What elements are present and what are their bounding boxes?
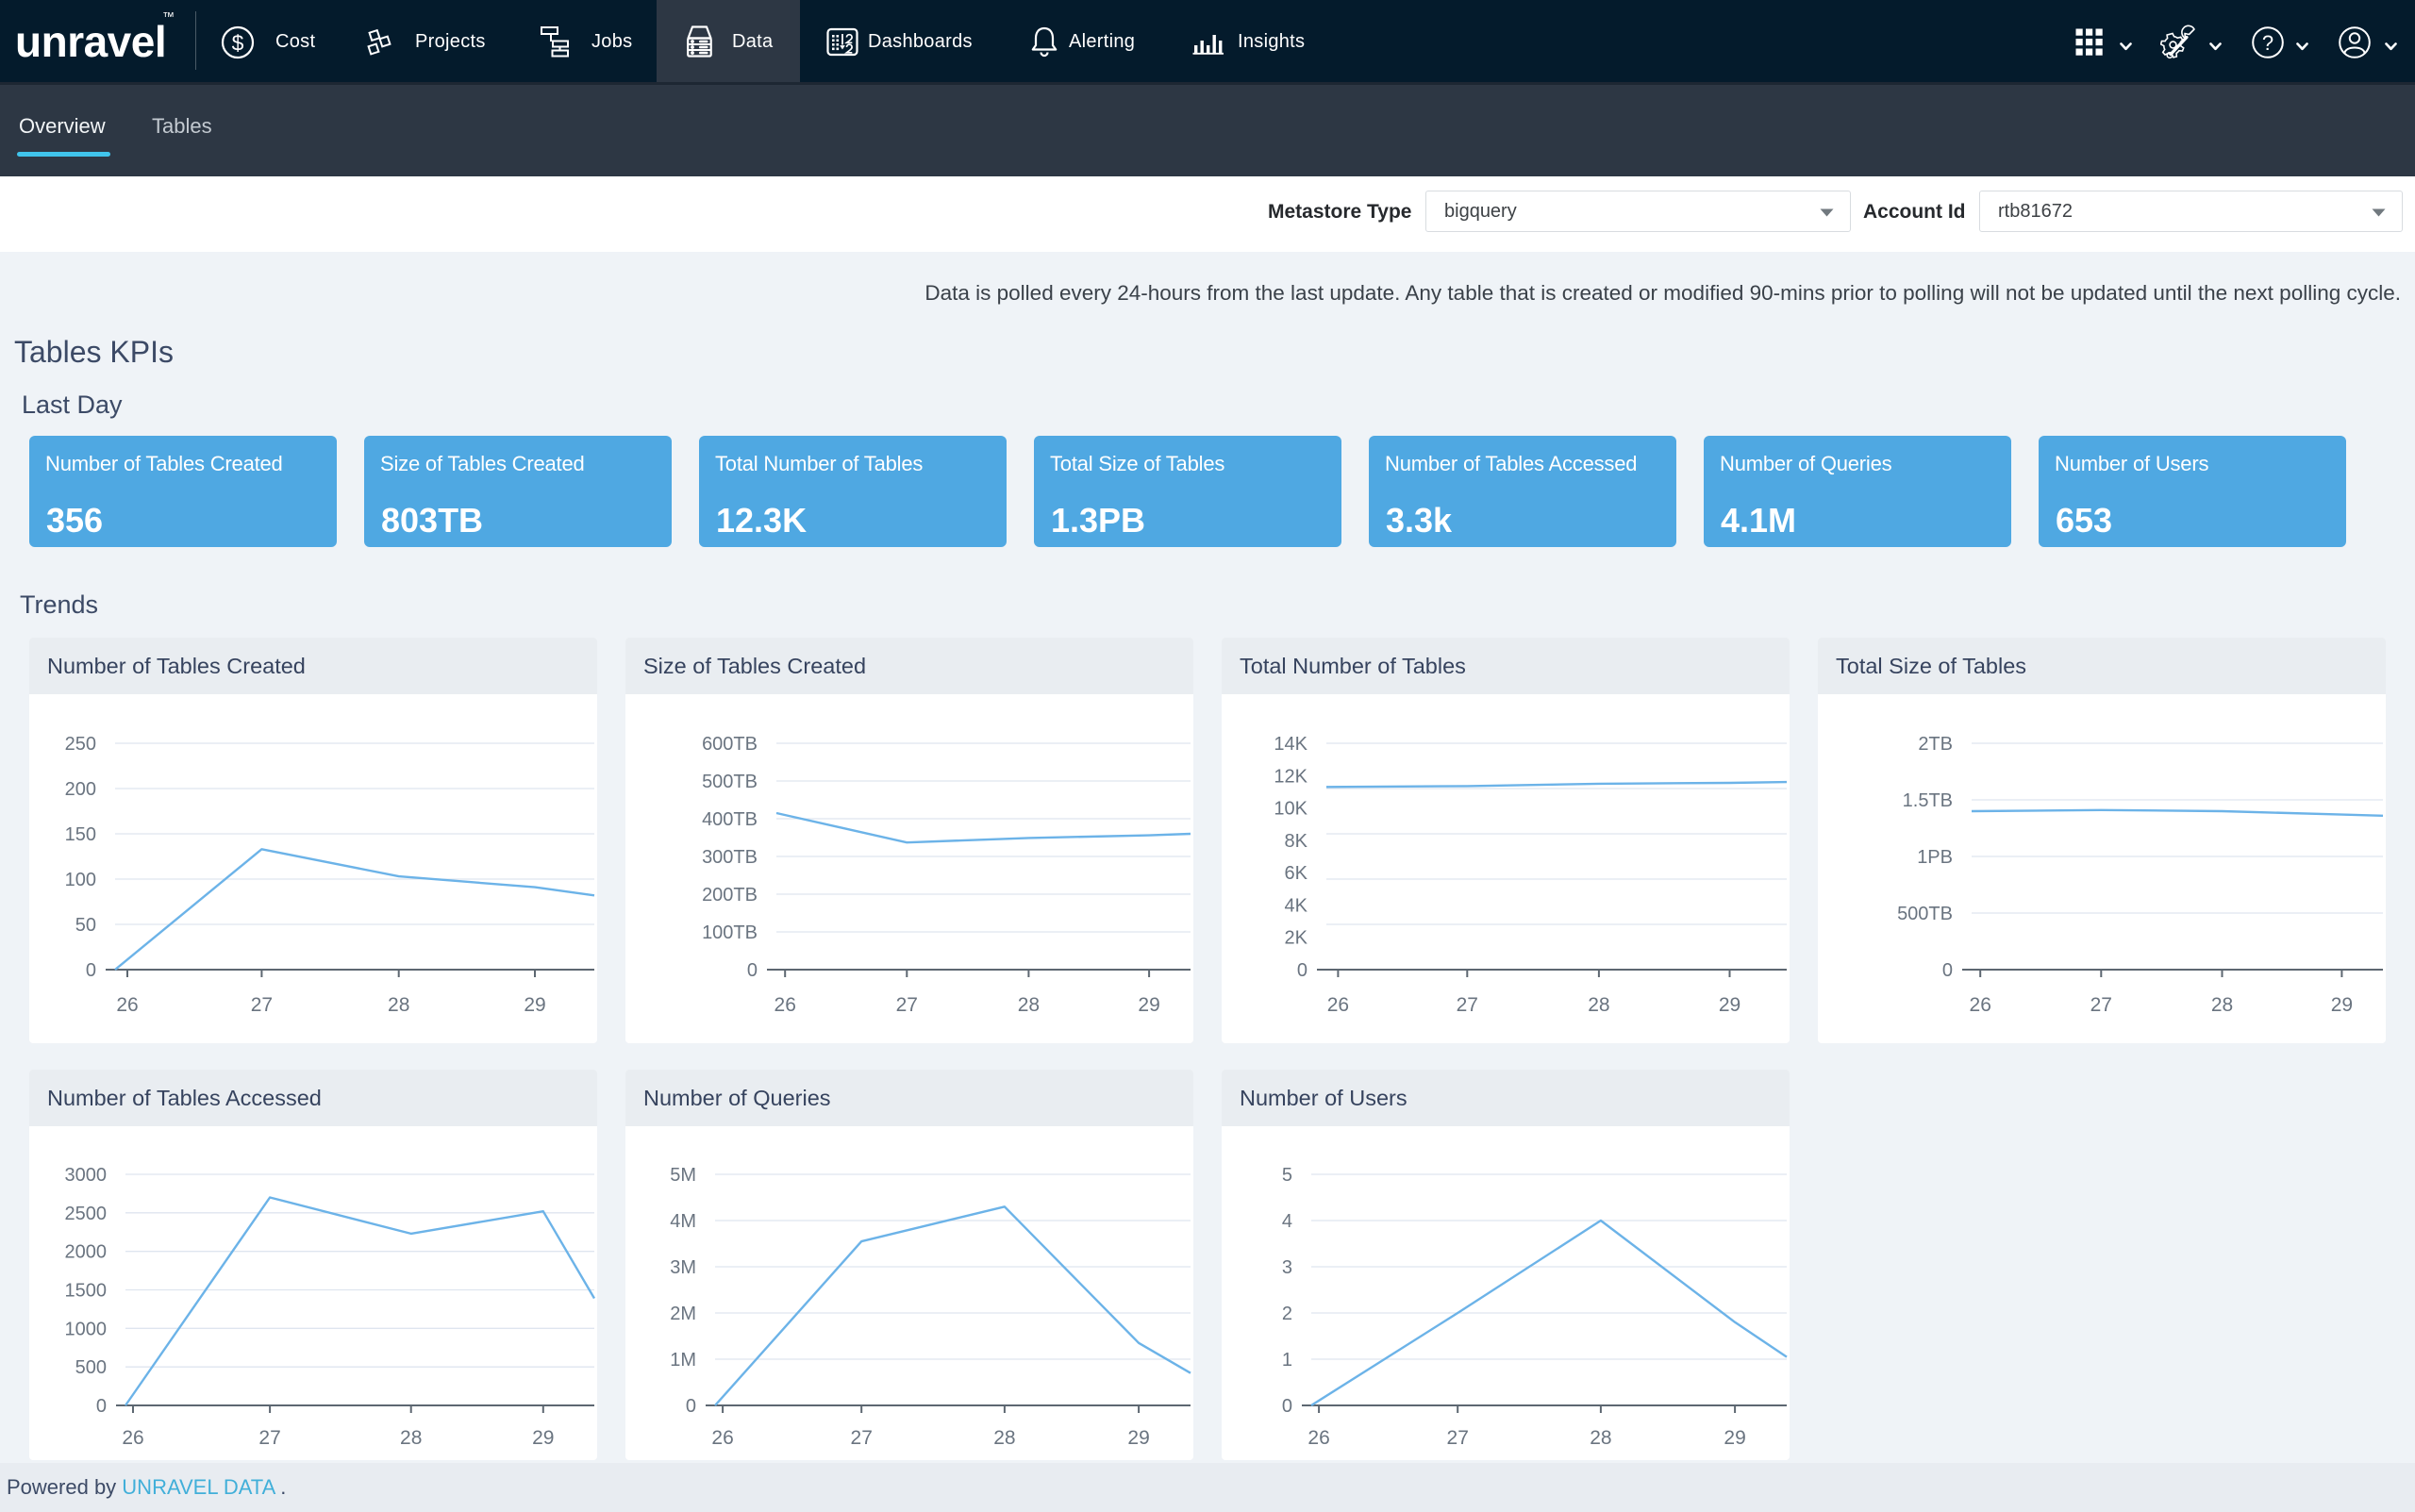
svg-text:1PB: 1PB: [1917, 847, 1953, 868]
svg-text:6K: 6K: [1285, 863, 1308, 884]
svg-text:0: 0: [1282, 1396, 1292, 1417]
svg-text:28: 28: [400, 1427, 422, 1449]
svg-text:200TB: 200TB: [702, 885, 758, 906]
svg-text:5M: 5M: [670, 1165, 696, 1186]
svg-text:150: 150: [65, 824, 96, 845]
svg-text:26: 26: [711, 1427, 733, 1449]
svg-text:28: 28: [993, 1427, 1015, 1449]
svg-text:26: 26: [116, 994, 138, 1016]
svg-text:4M: 4M: [670, 1211, 696, 1232]
svg-text:27: 27: [2090, 994, 2112, 1016]
svg-text:26: 26: [1307, 1427, 1329, 1449]
svg-text:26: 26: [1970, 994, 1991, 1016]
svg-text:0: 0: [1942, 960, 1953, 981]
svg-text:500TB: 500TB: [702, 772, 758, 792]
svg-text:10K: 10K: [1274, 799, 1307, 820]
svg-text:4K: 4K: [1285, 895, 1308, 916]
svg-text:2K: 2K: [1285, 928, 1308, 949]
svg-text:28: 28: [388, 994, 409, 1016]
svg-text:500TB: 500TB: [1897, 904, 1953, 924]
svg-text:600TB: 600TB: [702, 734, 758, 755]
svg-text:500: 500: [75, 1357, 107, 1378]
svg-text:400TB: 400TB: [702, 809, 758, 830]
svg-text:28: 28: [1588, 994, 1609, 1016]
svg-text:2: 2: [1282, 1304, 1292, 1324]
svg-text:1M: 1M: [670, 1350, 696, 1371]
svg-text:3000: 3000: [65, 1165, 108, 1186]
svg-text:27: 27: [1447, 1427, 1469, 1449]
svg-text:0: 0: [686, 1396, 696, 1417]
svg-text:27: 27: [896, 994, 918, 1016]
svg-text:14K: 14K: [1274, 734, 1307, 755]
svg-text:0: 0: [96, 1396, 107, 1417]
svg-text:250: 250: [65, 734, 96, 755]
svg-text:2M: 2M: [670, 1304, 696, 1324]
svg-text:100TB: 100TB: [702, 922, 758, 943]
svg-text:50: 50: [75, 915, 96, 936]
svg-text:1.5TB: 1.5TB: [1903, 790, 1953, 811]
svg-text:0: 0: [747, 960, 758, 981]
svg-text:26: 26: [1327, 994, 1349, 1016]
svg-text:26: 26: [122, 1427, 143, 1449]
svg-text:27: 27: [1457, 994, 1478, 1016]
svg-text:27: 27: [851, 1427, 873, 1449]
svg-text:29: 29: [1138, 994, 1159, 1016]
svg-text:12K: 12K: [1274, 766, 1307, 787]
svg-text:27: 27: [258, 1427, 280, 1449]
svg-text:28: 28: [1018, 994, 1040, 1016]
svg-text:200: 200: [65, 779, 96, 800]
svg-text:1: 1: [1282, 1350, 1292, 1371]
svg-text:28: 28: [2211, 994, 2233, 1016]
svg-text:29: 29: [524, 994, 545, 1016]
svg-text:2500: 2500: [65, 1204, 108, 1224]
svg-text:29: 29: [532, 1427, 554, 1449]
svg-text:27: 27: [251, 994, 273, 1016]
svg-text:3: 3: [1282, 1257, 1292, 1278]
svg-text:29: 29: [1724, 1427, 1745, 1449]
svg-text:29: 29: [1127, 1427, 1149, 1449]
svg-text:26: 26: [774, 994, 796, 1016]
svg-text:$: $: [232, 31, 244, 56]
svg-text:0: 0: [86, 960, 96, 981]
svg-text:2000: 2000: [65, 1242, 108, 1263]
svg-text:8K: 8K: [1285, 831, 1308, 852]
svg-text:29: 29: [2331, 994, 2353, 1016]
svg-text:4: 4: [1282, 1211, 1292, 1232]
svg-text:300TB: 300TB: [702, 847, 758, 868]
svg-text:3M: 3M: [670, 1257, 696, 1278]
svg-text:0: 0: [1297, 960, 1307, 981]
svg-text:28: 28: [1590, 1427, 1611, 1449]
svg-text:?: ?: [2262, 31, 2273, 55]
svg-text:100: 100: [65, 870, 96, 890]
svg-text:1000: 1000: [65, 1319, 108, 1339]
svg-text:29: 29: [1719, 994, 1740, 1016]
svg-text:2TB: 2TB: [1918, 734, 1953, 755]
svg-text:5: 5: [1282, 1165, 1292, 1186]
svg-text:1500: 1500: [65, 1281, 108, 1302]
